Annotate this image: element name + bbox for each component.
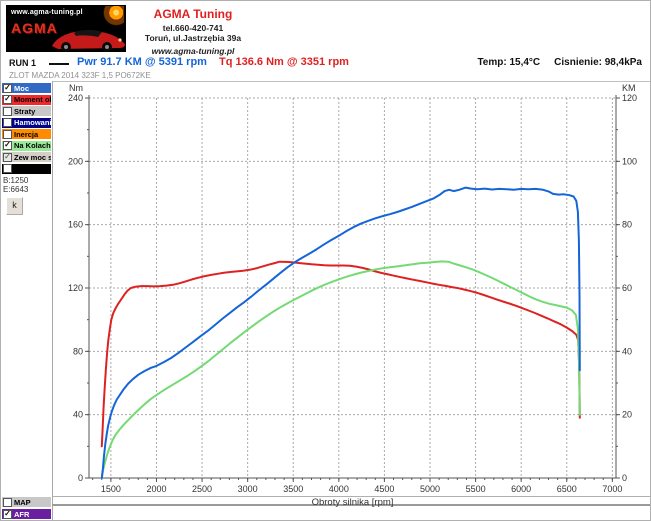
channel-label: Moc bbox=[14, 83, 29, 93]
x-tick-label: 2000 bbox=[146, 484, 166, 494]
channel-afr[interactable]: ✓ AFR bbox=[2, 509, 51, 519]
y-axis-title-left: Nm bbox=[69, 83, 83, 93]
y-right-tick-label: 20 bbox=[622, 410, 632, 420]
x-tick-label: 5500 bbox=[466, 484, 486, 494]
panel-bottom-border-2 bbox=[52, 504, 650, 506]
y-left-tick-label: 160 bbox=[68, 220, 83, 230]
power-curve bbox=[100, 186, 581, 479]
channel-checkbox[interactable]: ✓ bbox=[3, 152, 12, 162]
y-left-tick-label: 120 bbox=[68, 283, 83, 293]
channel-label: MAP bbox=[14, 497, 31, 507]
channel-checkbox[interactable]: ✓ bbox=[3, 83, 12, 93]
x-axis-title: Obroty silnika [rpm] bbox=[312, 497, 394, 508]
panel-bottom-border-1 bbox=[52, 496, 650, 497]
channel-checkbox[interactable] bbox=[3, 106, 12, 116]
y-left-tick-label: 0 bbox=[78, 473, 83, 483]
temperature-reading: Temp: 15,4°C bbox=[477, 57, 541, 68]
channel-label: Na Kolach bbox=[14, 141, 51, 150]
y-right-tick-label: 80 bbox=[622, 220, 632, 230]
channel-straty[interactable]: Straty bbox=[2, 106, 51, 116]
y-right-tick-label: 120 bbox=[622, 93, 637, 103]
x-tick-label: 2500 bbox=[192, 484, 212, 494]
y-right-tick-label: 0 bbox=[622, 473, 627, 483]
channel-moment-obr[interactable]: ✓Moment obr. bbox=[2, 94, 51, 105]
channel-label: Hamowanie bbox=[14, 118, 51, 127]
sidebar-mini-button[interactable]: k bbox=[6, 197, 23, 215]
range-end-label: E:6643 bbox=[3, 185, 29, 194]
company-website: www.agma-tuning.pl bbox=[151, 46, 235, 56]
channel-toggle-list: ✓Moc✓Moment obr.StratyHamowanieInercja✓N… bbox=[2, 83, 51, 175]
logo-brand-text: AGMA bbox=[11, 20, 58, 36]
channel-blank[interactable] bbox=[2, 163, 51, 174]
y-axis-title-right: KM bbox=[622, 83, 636, 93]
x-tick-label: 5000 bbox=[420, 484, 440, 494]
bottom-channel-list: MAP ✓ AFR bbox=[2, 497, 51, 520]
run-subtitle: ZLOT MAZDA 2014 323F 1,5 PO672KE bbox=[9, 71, 151, 80]
channel-checkbox[interactable] bbox=[3, 129, 12, 139]
channel-checkbox[interactable]: ✓ bbox=[3, 140, 12, 150]
channel-label: Inercja bbox=[14, 129, 39, 139]
channel-inercja[interactable]: Inercja bbox=[2, 129, 51, 139]
x-tick-label: 4500 bbox=[374, 484, 394, 494]
rpm-range-labels: B:1250 E:6643 bbox=[3, 176, 28, 194]
channel-checkbox[interactable]: ✓ bbox=[3, 509, 12, 519]
x-tick-label: 7000 bbox=[602, 484, 622, 494]
y-left-tick-label: 80 bbox=[73, 346, 83, 356]
channel-moc[interactable]: ✓ Moc bbox=[2, 83, 51, 93]
channel-label: Zew moc str bbox=[14, 152, 51, 162]
logo-url-text: www.agma-tuning.pl bbox=[11, 9, 83, 16]
y-right-tick-label: 100 bbox=[622, 156, 637, 166]
channel-checkbox[interactable] bbox=[3, 497, 12, 507]
range-begin-label: B:1250 bbox=[3, 176, 29, 185]
channel-checkbox[interactable]: ✓ bbox=[3, 94, 12, 104]
torque-reading: Tq 136.6 Nm @ 3351 rpm bbox=[219, 56, 349, 68]
panel-top-border bbox=[52, 81, 650, 82]
logo-gauge-glow-icon bbox=[98, 6, 124, 28]
dyno-chart: 1500 2000 2500 3000 3500 4000 4500 5000 5500 6000… bbox=[68, 83, 637, 508]
pressure-reading: Cisnienie: 98,4kPa bbox=[554, 57, 642, 68]
channel-label: Moment obr. bbox=[14, 95, 51, 104]
torque-curve bbox=[100, 260, 581, 448]
panel-left-border bbox=[52, 81, 53, 520]
wheel-power-curve bbox=[100, 260, 581, 479]
run-line-sample-icon bbox=[49, 63, 69, 65]
x-tick-label: 3500 bbox=[283, 484, 303, 494]
y-left-tick-label: 240 bbox=[68, 93, 83, 103]
y-left-tick-label: 40 bbox=[73, 410, 83, 420]
channel-label: AFR bbox=[14, 509, 30, 519]
channel-zew-moc-str[interactable]: ✓Zew moc str bbox=[2, 152, 51, 162]
channel-hamowanie[interactable]: Hamowanie bbox=[2, 117, 51, 128]
power-reading: Pwr 91.7 KM @ 5391 rpm bbox=[77, 56, 207, 68]
x-tick-label: 3000 bbox=[238, 484, 258, 494]
run-label: RUN 1 bbox=[9, 58, 37, 68]
agma-logo: www.agma-tuning.pl AGMA bbox=[6, 5, 126, 52]
channel-map[interactable]: MAP bbox=[2, 497, 51, 507]
company-address: Toruń, ul.Jastrzębia 39a bbox=[144, 33, 242, 43]
company-phone: tel.660-420-741 bbox=[162, 23, 224, 33]
x-tick-label: 4000 bbox=[329, 484, 349, 494]
channel-label: Straty bbox=[14, 106, 36, 116]
channel-checkbox[interactable] bbox=[3, 164, 12, 173]
x-tick-label: 6500 bbox=[557, 484, 577, 494]
y-left-tick-label: 200 bbox=[68, 156, 83, 166]
x-tick-label: 6000 bbox=[511, 484, 531, 494]
channel-checkbox[interactable] bbox=[3, 118, 12, 127]
y-right-tick-label: 60 bbox=[622, 283, 632, 293]
environment-readings: Temp: 15,4°C Cisnienie: 98,4kPa bbox=[477, 57, 642, 68]
channel-na-kolach[interactable]: ✓ Na Kolach bbox=[2, 140, 51, 151]
red-car-icon bbox=[52, 29, 125, 52]
company-name: AGMA Tuning bbox=[153, 7, 233, 21]
x-tick-label: 1500 bbox=[101, 484, 121, 494]
y-right-tick-label: 40 bbox=[622, 346, 632, 356]
company-info: AGMA Tuning tel.660-420-741 Toruń, ul.Ja… bbox=[129, 7, 257, 56]
